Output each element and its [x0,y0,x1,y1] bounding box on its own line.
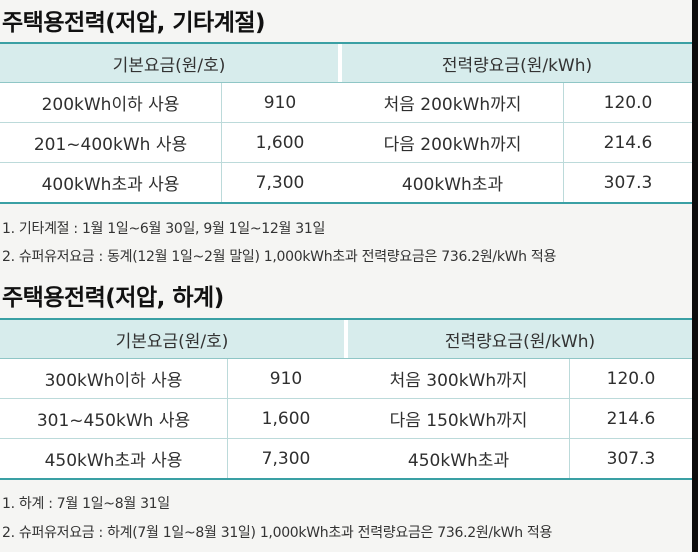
table-row: 450kWh초과 사용 7,300 450kWh초과 307.3 [0,439,693,478]
header-basic-charge: 기본요금(원/호) [0,320,344,359]
basic-tier-label: 450kWh초과 사용 [0,439,228,478]
footnote-season-period: 1. 기타계절 : 1월 1일~6월 30일, 9월 1일~12월 31일 [2,221,326,237]
basic-tier-value: 1,600 [222,123,338,163]
energy-tier-label: 400kWh초과 [342,163,564,202]
column-gap [344,399,348,439]
footnote-super-user: 2. 슈퍼유저요금 : 하계(7월 1일~8월 31일) 1,000kWh초과 … [2,525,553,541]
basic-tier-value: 910 [228,359,344,399]
rate-table-other-seasons: 기본요금(원/호) 전력량요금(원/kWh) 200kWh이하 사용 910 처… [0,42,693,204]
energy-tier-value: 214.6 [564,123,693,163]
table-row: 301~450kWh 사용 1,600 다음 150kWh까지 214.6 [0,399,693,439]
footnote-super-user: 2. 슈퍼유저요금 : 동계(12월 1일~2월 말일) 1,000kWh초과 … [2,249,557,265]
energy-tier-value: 307.3 [570,439,693,478]
basic-tier-value: 7,300 [228,439,344,478]
header-energy-charge: 전력량요금(원/kWh) [348,320,693,359]
column-gap [344,439,348,478]
table-header-row: 기본요금(원/호) 전력량요금(원/kWh) [0,44,693,83]
energy-tier-value: 120.0 [570,359,693,399]
energy-tier-label: 450kWh초과 [348,439,570,478]
basic-tier-label: 300kWh이하 사용 [0,359,228,399]
basic-tier-label: 200kWh이하 사용 [0,83,222,123]
column-gap [338,83,342,123]
basic-tier-label: 400kWh초과 사용 [0,163,222,202]
energy-tier-label: 다음 200kWh까지 [342,123,564,163]
energy-tier-value: 214.6 [570,399,693,439]
energy-tier-label: 처음 200kWh까지 [342,83,564,123]
rate-table-summer: 기본요금(원/호) 전력량요금(원/kWh) 300kWh이하 사용 910 처… [0,318,693,480]
energy-tier-label: 다음 150kWh까지 [348,399,570,439]
column-gap [338,123,342,163]
basic-tier-value: 910 [222,83,338,123]
header-energy-charge: 전력량요금(원/kWh) [342,44,693,83]
energy-tier-label: 처음 300kWh까지 [348,359,570,399]
column-gap [344,320,348,359]
basic-tier-label: 201~400kWh 사용 [0,123,222,163]
energy-tier-value: 120.0 [564,83,693,123]
table-header-row: 기본요금(원/호) 전력량요금(원/kWh) [0,320,693,359]
basic-tier-label: 301~450kWh 사용 [0,399,228,439]
basic-tier-value: 7,300 [222,163,338,202]
table-row: 201~400kWh 사용 1,600 다음 200kWh까지 214.6 [0,123,693,163]
header-basic-charge: 기본요금(원/호) [0,44,338,83]
footnote-season-period: 1. 하계 : 7월 1일~8월 31일 [2,496,170,512]
basic-tier-value: 1,600 [228,399,344,439]
column-gap [338,163,342,202]
right-edge-border [692,0,698,552]
column-gap [338,44,342,83]
table-row: 200kWh이하 사용 910 처음 200kWh까지 120.0 [0,83,693,123]
section-title-other-seasons: 주택용전력(저압, 기타계절) [2,10,266,36]
section-title-summer: 주택용전력(저압, 하계) [2,285,224,311]
column-gap [344,359,348,399]
table-row: 300kWh이하 사용 910 처음 300kWh까지 120.0 [0,359,693,399]
energy-tier-value: 307.3 [564,163,693,202]
table-row: 400kWh초과 사용 7,300 400kWh초과 307.3 [0,163,693,202]
